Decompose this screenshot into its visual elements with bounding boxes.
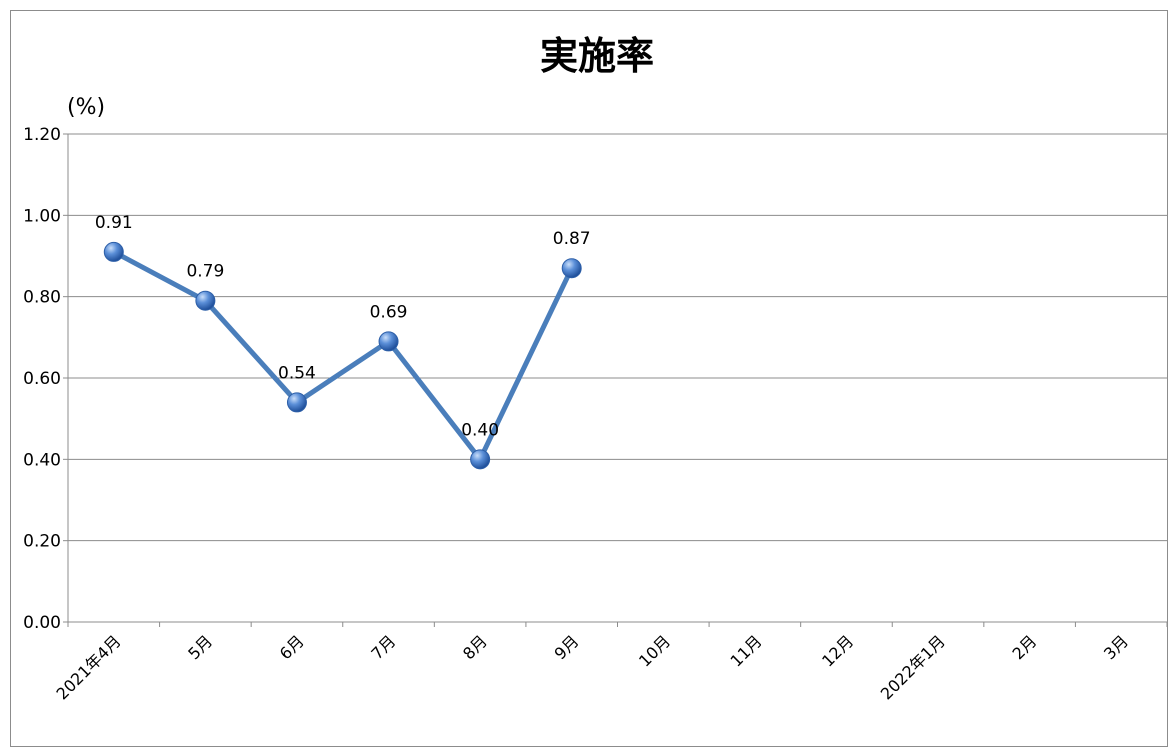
x-tick-label: 3月: [1100, 631, 1132, 663]
gridlines: [68, 133, 1167, 542]
data-label: 0.54: [278, 363, 316, 383]
x-tick-label: 7月: [367, 631, 399, 663]
y-tick-label: 0.00: [23, 613, 61, 633]
x-tick-label: 2021年4月: [53, 631, 125, 703]
data-label: 0.79: [186, 262, 224, 282]
x-tick-label: 10月: [635, 631, 674, 670]
series-markers: [103, 241, 582, 470]
data-label: 0.91: [95, 213, 133, 233]
y-tick-label: 1.20: [23, 125, 61, 145]
data-point: [286, 392, 307, 413]
y-axis-unit-label: (%): [67, 95, 105, 120]
series-line-path: [111, 249, 575, 462]
data-label: 0.40: [461, 420, 499, 440]
x-tick-labels: 2021年4月 5月 6月 7月 8月 9月 10月 11月 12月 2022年1月 2月 3月: [53, 631, 1132, 703]
data-label: 0.69: [370, 302, 408, 322]
y-tick-label: 0.60: [23, 369, 61, 389]
y-tick-label: 0.20: [23, 532, 61, 552]
x-tick-label: 8月: [459, 631, 491, 663]
x-tick-label: 11月: [727, 631, 766, 670]
y-tick-labels: 0.00 0.20 0.40 0.60 0.80 1.00 1.20: [23, 125, 61, 633]
x-tick-label: 9月: [551, 631, 583, 663]
data-point: [561, 258, 582, 279]
chart-frame: 実施率 (%) 0.00 0.20 0.40 0.60 0.80 1.00 1.20 202…: [10, 10, 1168, 747]
x-tick-label: 2月: [1009, 631, 1041, 663]
data-label: 0.87: [553, 229, 591, 249]
chart-title: 実施率: [540, 34, 654, 78]
data-labels: 0.91 0.79 0.54 0.69 0.40 0.87: [95, 213, 591, 440]
y-tick-label: 1.00: [23, 206, 61, 226]
data-point: [103, 241, 124, 262]
series-line: [111, 249, 575, 462]
data-point: [378, 331, 399, 352]
x-tick-label: 5月: [184, 631, 216, 663]
line-chart: 実施率 (%) 0.00 0.20 0.40 0.60 0.80 1.00 1.20 202…: [23, 34, 1167, 703]
x-tick-label: 12月: [818, 631, 857, 670]
x-tick-label: 6月: [276, 631, 308, 663]
axes: [63, 133, 1167, 627]
data-point: [470, 449, 491, 470]
data-point: [195, 290, 216, 311]
x-tick-label: 2022年1月: [877, 631, 949, 703]
y-tick-label: 0.40: [23, 450, 61, 470]
y-tick-label: 0.80: [23, 288, 61, 308]
